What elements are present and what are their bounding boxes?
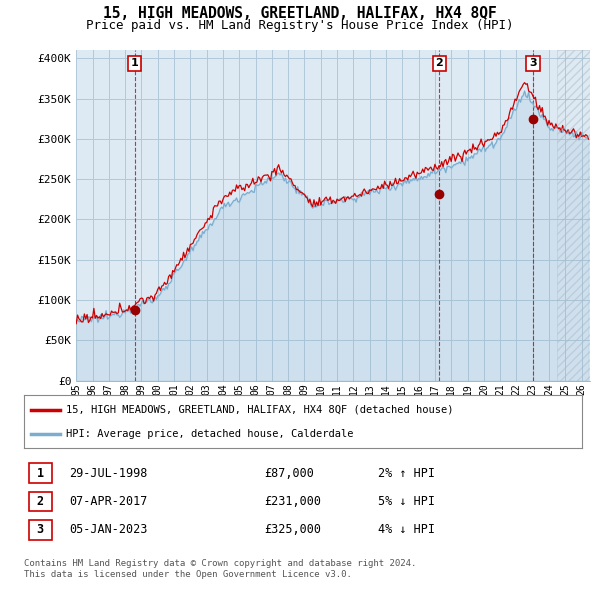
Text: 2% ↑ HPI: 2% ↑ HPI — [378, 467, 435, 480]
Text: Price paid vs. HM Land Registry's House Price Index (HPI): Price paid vs. HM Land Registry's House … — [86, 19, 514, 32]
Text: 07-APR-2017: 07-APR-2017 — [69, 495, 148, 508]
Text: £87,000: £87,000 — [264, 467, 314, 480]
Text: 2: 2 — [436, 58, 443, 68]
Text: 05-JAN-2023: 05-JAN-2023 — [69, 523, 148, 536]
Text: 15, HIGH MEADOWS, GREETLAND, HALIFAX, HX4 8QF: 15, HIGH MEADOWS, GREETLAND, HALIFAX, HX… — [103, 6, 497, 21]
Text: Contains HM Land Registry data © Crown copyright and database right 2024.
This d: Contains HM Land Registry data © Crown c… — [24, 559, 416, 579]
Text: 1: 1 — [37, 467, 44, 480]
Text: 15, HIGH MEADOWS, GREETLAND, HALIFAX, HX4 8QF (detached house): 15, HIGH MEADOWS, GREETLAND, HALIFAX, HX… — [66, 405, 454, 415]
Text: 5% ↓ HPI: 5% ↓ HPI — [378, 495, 435, 508]
Text: £325,000: £325,000 — [264, 523, 321, 536]
Text: HPI: Average price, detached house, Calderdale: HPI: Average price, detached house, Cald… — [66, 429, 353, 439]
Text: £231,000: £231,000 — [264, 495, 321, 508]
Text: 4% ↓ HPI: 4% ↓ HPI — [378, 523, 435, 536]
Text: 29-JUL-1998: 29-JUL-1998 — [69, 467, 148, 480]
Text: 3: 3 — [37, 523, 44, 536]
Text: 2: 2 — [37, 495, 44, 508]
Text: 1: 1 — [131, 58, 139, 68]
Text: 3: 3 — [529, 58, 537, 68]
